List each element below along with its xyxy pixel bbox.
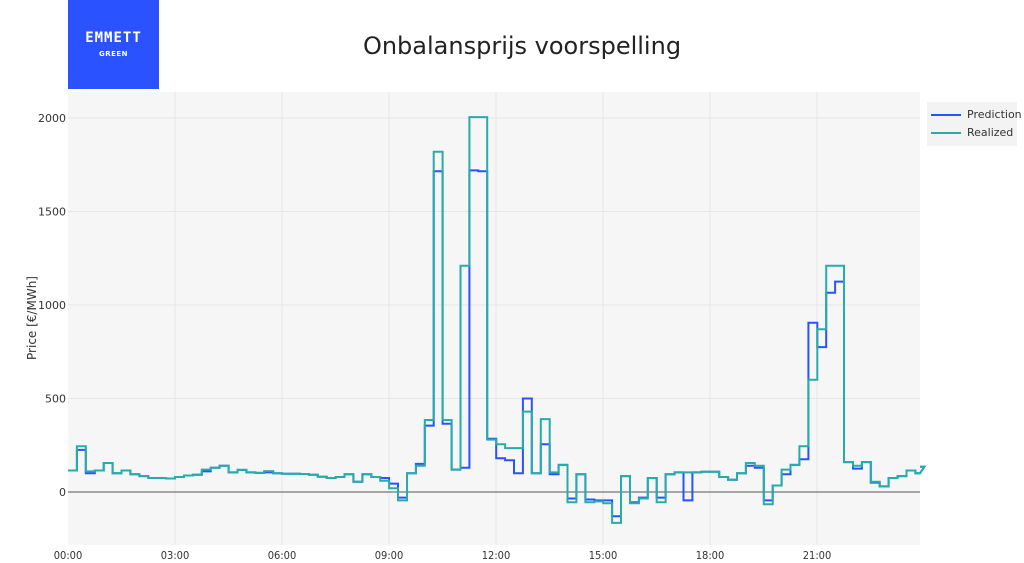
brand-logo: EMMETT GREEN	[68, 0, 159, 89]
legend-label-realized: Realized	[967, 126, 1014, 139]
x-tick-label: 03:00	[161, 549, 190, 562]
plot-area	[68, 92, 920, 545]
legend-swatch-prediction	[931, 114, 961, 116]
y-tick-label: 2000	[38, 112, 66, 125]
x-tick-label: 15:00	[589, 549, 618, 562]
x-tick-label: 12:00	[482, 549, 511, 562]
logo-mark: EMMETT	[85, 30, 142, 46]
series-line-realized	[68, 116, 927, 524]
y-axis-label: Price [€/MWh]	[25, 276, 39, 360]
x-tick-label: 09:00	[375, 549, 404, 562]
y-tick-label: 500	[45, 393, 66, 406]
logo-subtitle: GREEN	[98, 50, 129, 58]
y-tick-label: 0	[59, 486, 66, 499]
y-tick-label: 1000	[38, 299, 66, 312]
chart-legend: Prediction Realized	[927, 102, 1022, 146]
legend-label-prediction: Prediction	[967, 108, 1022, 121]
x-tick-label: 00:00	[54, 549, 83, 562]
x-tick-label: 21:00	[803, 549, 832, 562]
x-tick-label: 06:00	[268, 549, 297, 562]
legend-swatch-realized	[931, 132, 961, 134]
chart-title: Onbalansprijs voorspelling	[362, 32, 682, 60]
y-tick-label: 1500	[38, 206, 66, 219]
x-tick-label: 18:00	[696, 549, 725, 562]
